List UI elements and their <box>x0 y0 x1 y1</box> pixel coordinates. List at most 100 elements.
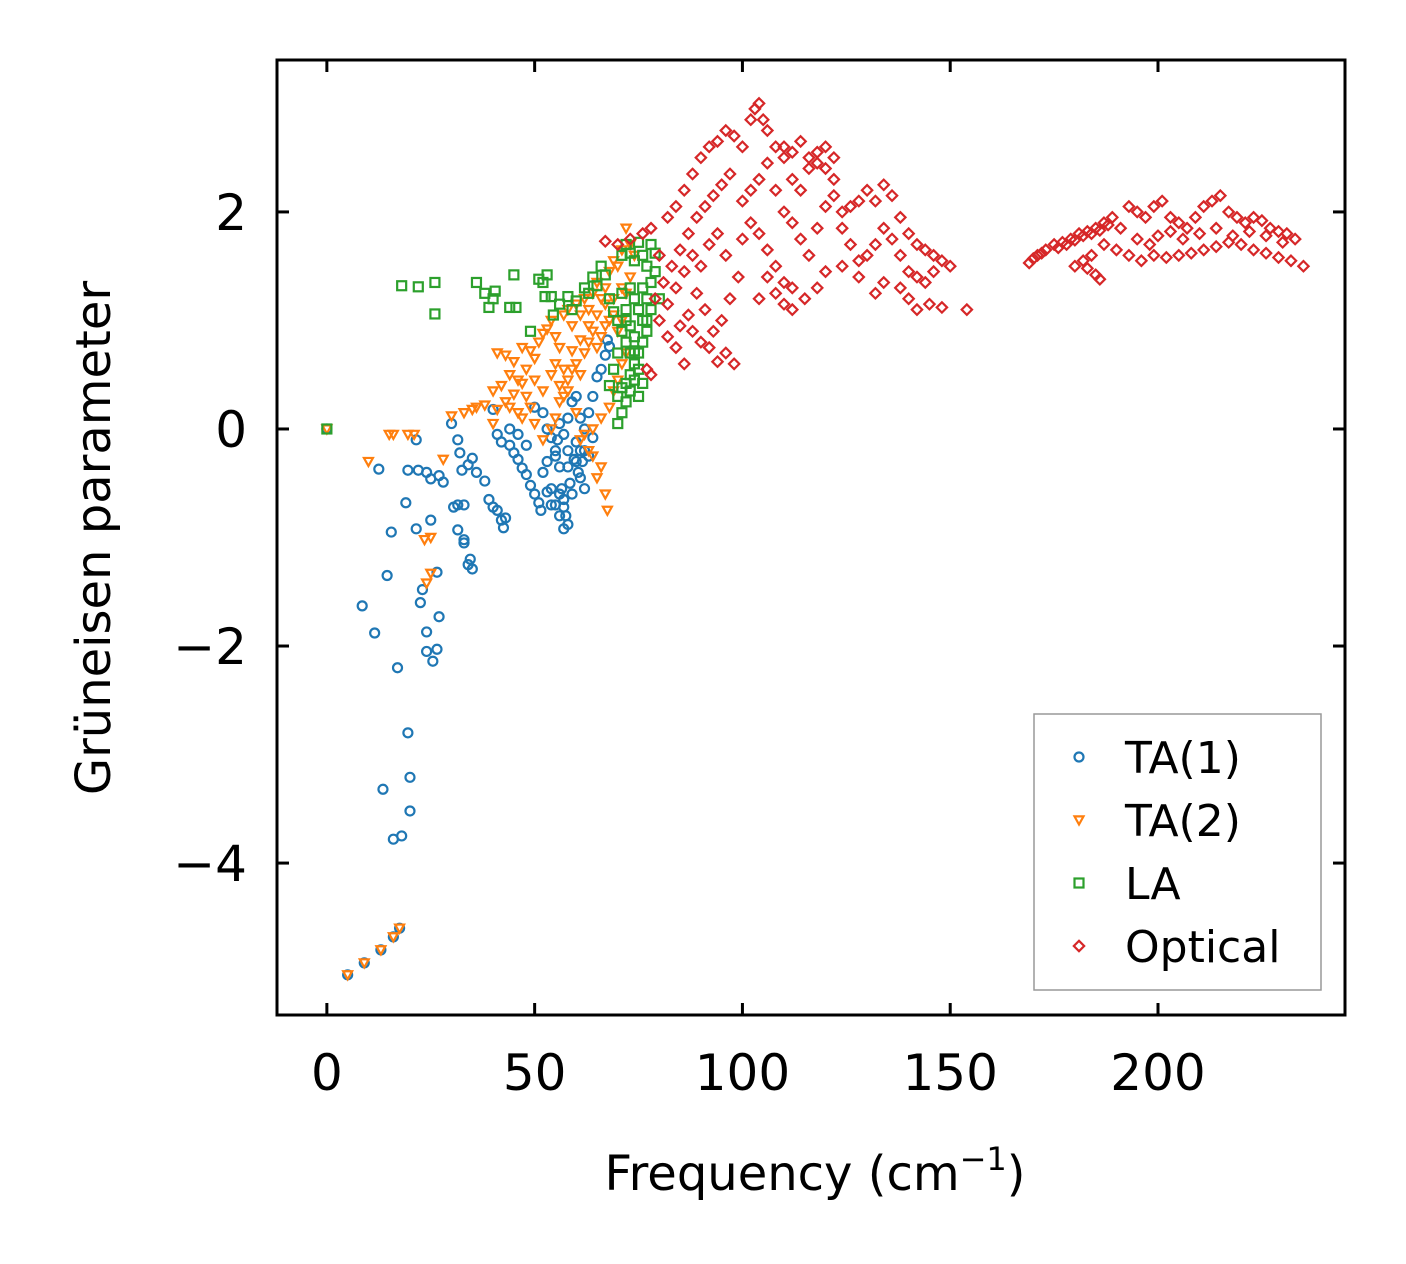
data-point <box>573 335 587 347</box>
data-point <box>777 150 791 165</box>
data-point <box>768 183 783 197</box>
data-point <box>1122 248 1136 263</box>
data-point <box>1221 235 1236 250</box>
data-point <box>719 346 733 360</box>
data-point <box>452 499 464 511</box>
data-point <box>702 340 716 355</box>
data-point <box>706 188 721 203</box>
data-point <box>637 249 649 261</box>
data-point <box>528 353 542 366</box>
x-axis-label-sup: −1 <box>960 1140 1007 1178</box>
data-point <box>943 259 957 273</box>
data-point <box>587 390 599 403</box>
data-point <box>669 281 683 295</box>
data-point <box>362 456 375 469</box>
data-point <box>524 479 537 492</box>
data-point <box>632 304 645 316</box>
legend-label: TA(1) <box>1124 733 1241 784</box>
x-tick-label: 150 <box>902 1044 997 1102</box>
data-point <box>381 569 393 582</box>
data-point <box>1196 199 1211 214</box>
x-tick-label: 50 <box>503 1044 567 1102</box>
data-point <box>433 611 445 623</box>
data-point <box>1238 216 1252 230</box>
data-point <box>369 627 381 639</box>
data-point <box>520 439 532 451</box>
data-point <box>868 286 883 301</box>
data-point <box>918 275 933 290</box>
data-point <box>561 386 575 398</box>
data-point <box>785 302 800 317</box>
data-point <box>452 524 464 536</box>
data-point <box>802 248 816 263</box>
data-point <box>536 328 550 341</box>
data-point <box>512 428 524 441</box>
data-point <box>644 221 658 235</box>
data-point <box>1138 210 1153 225</box>
data-point <box>843 199 858 214</box>
data-point <box>553 342 566 355</box>
data-point <box>544 424 558 436</box>
data-point <box>524 325 537 337</box>
data-point <box>852 270 866 284</box>
data-point <box>1088 268 1103 282</box>
data-point <box>1209 221 1223 235</box>
legend-label: TA(2) <box>1124 796 1241 847</box>
data-point <box>549 499 562 511</box>
data-point <box>586 424 600 436</box>
data-point <box>648 292 662 306</box>
data-point <box>649 266 661 278</box>
data-point <box>1130 205 1144 219</box>
data-point <box>478 400 492 412</box>
data-point <box>466 452 478 464</box>
data-point <box>1159 250 1174 265</box>
data-point <box>660 330 675 344</box>
data-point <box>1271 224 1286 239</box>
data-point <box>1155 194 1169 208</box>
data-point <box>852 254 866 268</box>
data-point <box>429 276 441 289</box>
data-point <box>760 123 775 138</box>
data-point <box>852 194 866 208</box>
series-la <box>321 236 665 435</box>
data-point <box>594 413 608 425</box>
data-point <box>723 292 737 306</box>
data-point <box>793 183 808 197</box>
data-point <box>404 771 416 783</box>
data-point <box>499 350 512 362</box>
data-point <box>508 269 520 281</box>
data-point <box>835 205 849 219</box>
data-point <box>402 464 414 476</box>
y-tick-label: −4 <box>173 835 247 893</box>
data-point <box>710 134 725 149</box>
data-point <box>669 199 683 214</box>
data-point <box>1163 210 1178 225</box>
data-point <box>486 386 500 398</box>
data-point <box>541 486 553 498</box>
data-point <box>1130 232 1144 246</box>
data-point <box>768 286 783 301</box>
data-point <box>1246 210 1261 225</box>
tick-labels: 0 50 100 150 200 −4 −2 0 2 <box>173 184 1205 1102</box>
data-point <box>416 583 429 596</box>
data-point <box>386 932 400 944</box>
data-point <box>1184 246 1198 260</box>
data-point <box>632 390 645 403</box>
data-point <box>827 150 841 165</box>
data-point <box>553 510 566 522</box>
data-point <box>551 434 564 446</box>
data-point <box>504 423 516 435</box>
data-point <box>537 466 549 478</box>
data-point <box>391 662 404 674</box>
data-point <box>624 320 636 332</box>
data-point <box>570 455 582 468</box>
data-point <box>424 568 438 581</box>
data-point <box>499 397 512 409</box>
data-point <box>714 178 729 192</box>
data-point <box>470 466 483 478</box>
data-point <box>710 354 725 369</box>
data-point <box>510 301 522 314</box>
data-point <box>490 404 504 417</box>
data-point <box>603 402 616 415</box>
data-point <box>1113 221 1128 235</box>
